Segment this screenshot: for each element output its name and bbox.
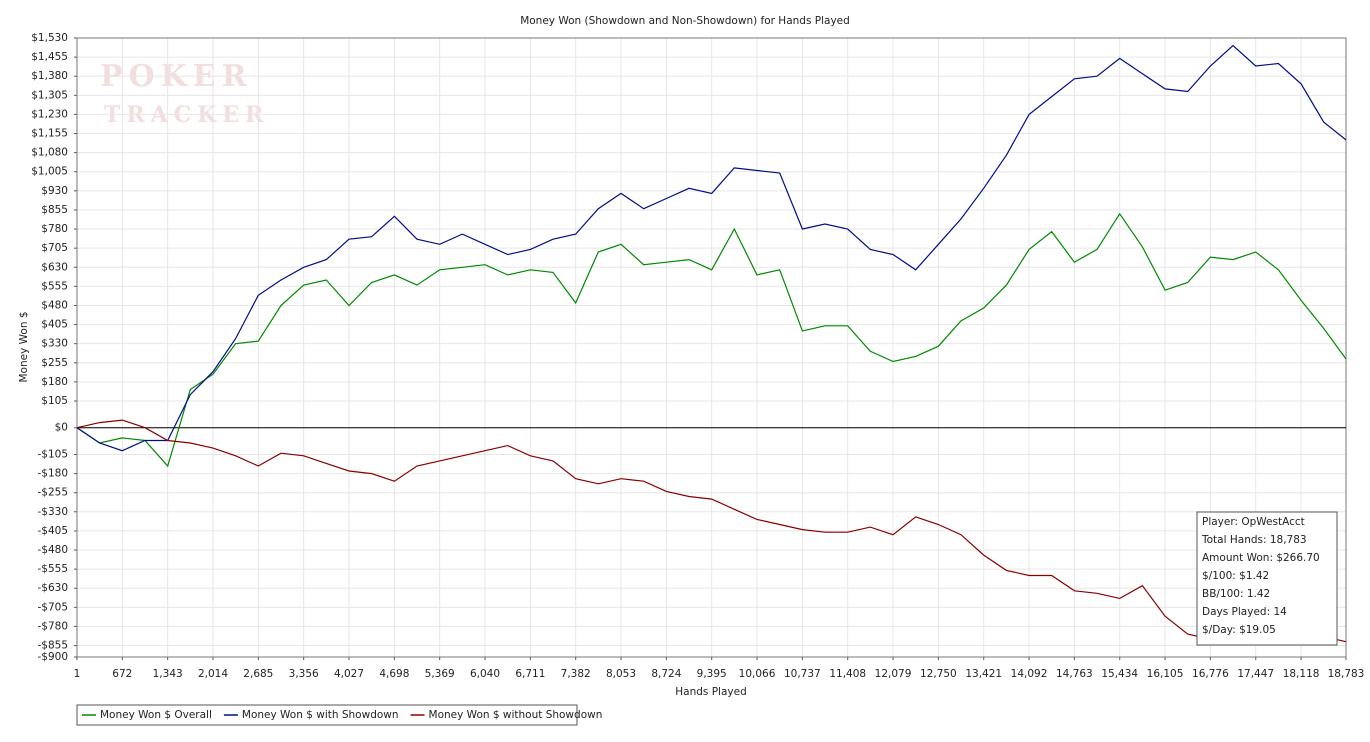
y-tick-label: -$255 [37,487,68,499]
y-tick-label: $1,455 [31,51,68,63]
y-axis-label: Money Won $ [18,311,30,382]
y-tick-label: -$630 [37,582,68,594]
x-tick-label: 9,395 [697,668,727,680]
x-tick-label: 10,737 [784,668,821,680]
x-tick-label: 3,356 [289,668,319,680]
x-tick-label: 17,447 [1237,668,1274,680]
y-tick-label: $630 [41,261,68,273]
series-line [76,44,1347,452]
x-tick-label: 14,092 [1011,668,1048,680]
series-line [76,419,1347,643]
x-tick-label: 10,066 [739,668,776,680]
x-tick-label: 8,724 [651,668,681,680]
x-tick-label: 2,685 [243,668,273,680]
info-line: BB/100: 1.42 [1202,588,1270,600]
y-tick-label: -$405 [37,525,68,537]
x-tick-label: 672 [112,668,132,680]
x-tick-label: 8,053 [606,668,636,680]
x-tick-label: 12,079 [875,668,912,680]
y-tick-label: $105 [41,395,68,407]
y-tick-label: -$105 [37,448,68,460]
y-tick-label: $0 [55,422,68,434]
x-tick-label: 7,382 [561,668,591,680]
info-line: $/Day: $19.05 [1202,624,1276,636]
info-box-frame [1196,511,1338,646]
series-line [76,212,1347,468]
y-tick-label: $330 [41,338,68,350]
legend: Money Won $ Overall Money Won $ with Show… [76,704,603,726]
x-tick-label: 14,763 [1056,668,1093,680]
x-tick-label: 11,408 [829,668,866,680]
y-tick-label: -$855 [37,640,68,652]
y-tick-label: -$330 [37,506,68,518]
x-tick-label: 16,776 [1192,668,1229,680]
x-tick-label: 15,434 [1101,668,1138,680]
y-tick-label: $255 [41,357,68,369]
info-line: Amount Won: $266.70 [1202,552,1320,564]
y-tick-label: $1,080 [31,147,68,159]
x-tick-label: 18,783 [1328,668,1365,680]
y-tick-label: $1,530 [31,32,68,44]
y-tick-label: $780 [41,223,68,235]
y-tick-label: $555 [41,280,68,292]
plot-border [76,37,1347,658]
y-tick-label: $405 [41,319,68,331]
y-tick-label: -$480 [37,544,68,556]
y-tick-label: $1,005 [31,166,68,178]
x-axis-label: Hands Played [675,686,746,698]
x-tick-label: 1,343 [153,668,183,680]
watermark: TRACKER [104,102,269,128]
y-tick-label: -$180 [37,468,68,480]
y-tick-label: -$780 [37,620,68,632]
legend-label: Money Won $ with Showdown [242,709,399,721]
chart-title: Money Won (Showdown and Non-Showdown) fo… [520,15,850,27]
legend-box [76,704,578,726]
info-line: Days Played: 14 [1202,606,1287,618]
y-tick-label: $1,230 [31,108,68,120]
x-tick-label: 13,421 [965,668,1002,680]
x-tick-label: 1 [74,668,81,680]
info-line: Player: OpWestAcct [1202,516,1305,528]
legend-label: Money Won $ without Showdown [429,709,603,721]
y-tick-label: $1,305 [31,89,68,101]
y-tick-label: $480 [41,299,68,311]
y-tick-label: $180 [41,376,68,388]
legend-label: Money Won $ Overall [100,709,212,721]
y-tick-label: -$555 [37,563,68,575]
x-tick-label: 5,369 [425,668,455,680]
y-tick-label: -$705 [37,601,68,613]
y-tick-label: $705 [41,242,68,254]
x-tick-label: 4,027 [334,668,364,680]
x-tick-label: 12,750 [920,668,957,680]
y-tick-label: $855 [41,204,68,216]
x-tick-label: 4,698 [379,668,409,680]
y-tick-label: $930 [41,185,68,197]
y-tick-label: -$900 [37,651,68,663]
x-tick-label: 18,118 [1283,668,1320,680]
y-tick-label: $1,380 [31,70,68,82]
x-tick-label: 6,711 [515,668,545,680]
x-tick-label: 6,040 [470,668,500,680]
x-tick-label: 16,105 [1147,668,1184,680]
info-line: $/100: $1.42 [1202,570,1269,582]
info-box: Player: OpWestAcct Total Hands: 18,783 Amo… [1196,511,1338,646]
x-tick-label: 2,014 [198,668,228,680]
info-line: Total Hands: 18,783 [1201,534,1307,546]
y-tick-label: $1,155 [31,128,68,140]
